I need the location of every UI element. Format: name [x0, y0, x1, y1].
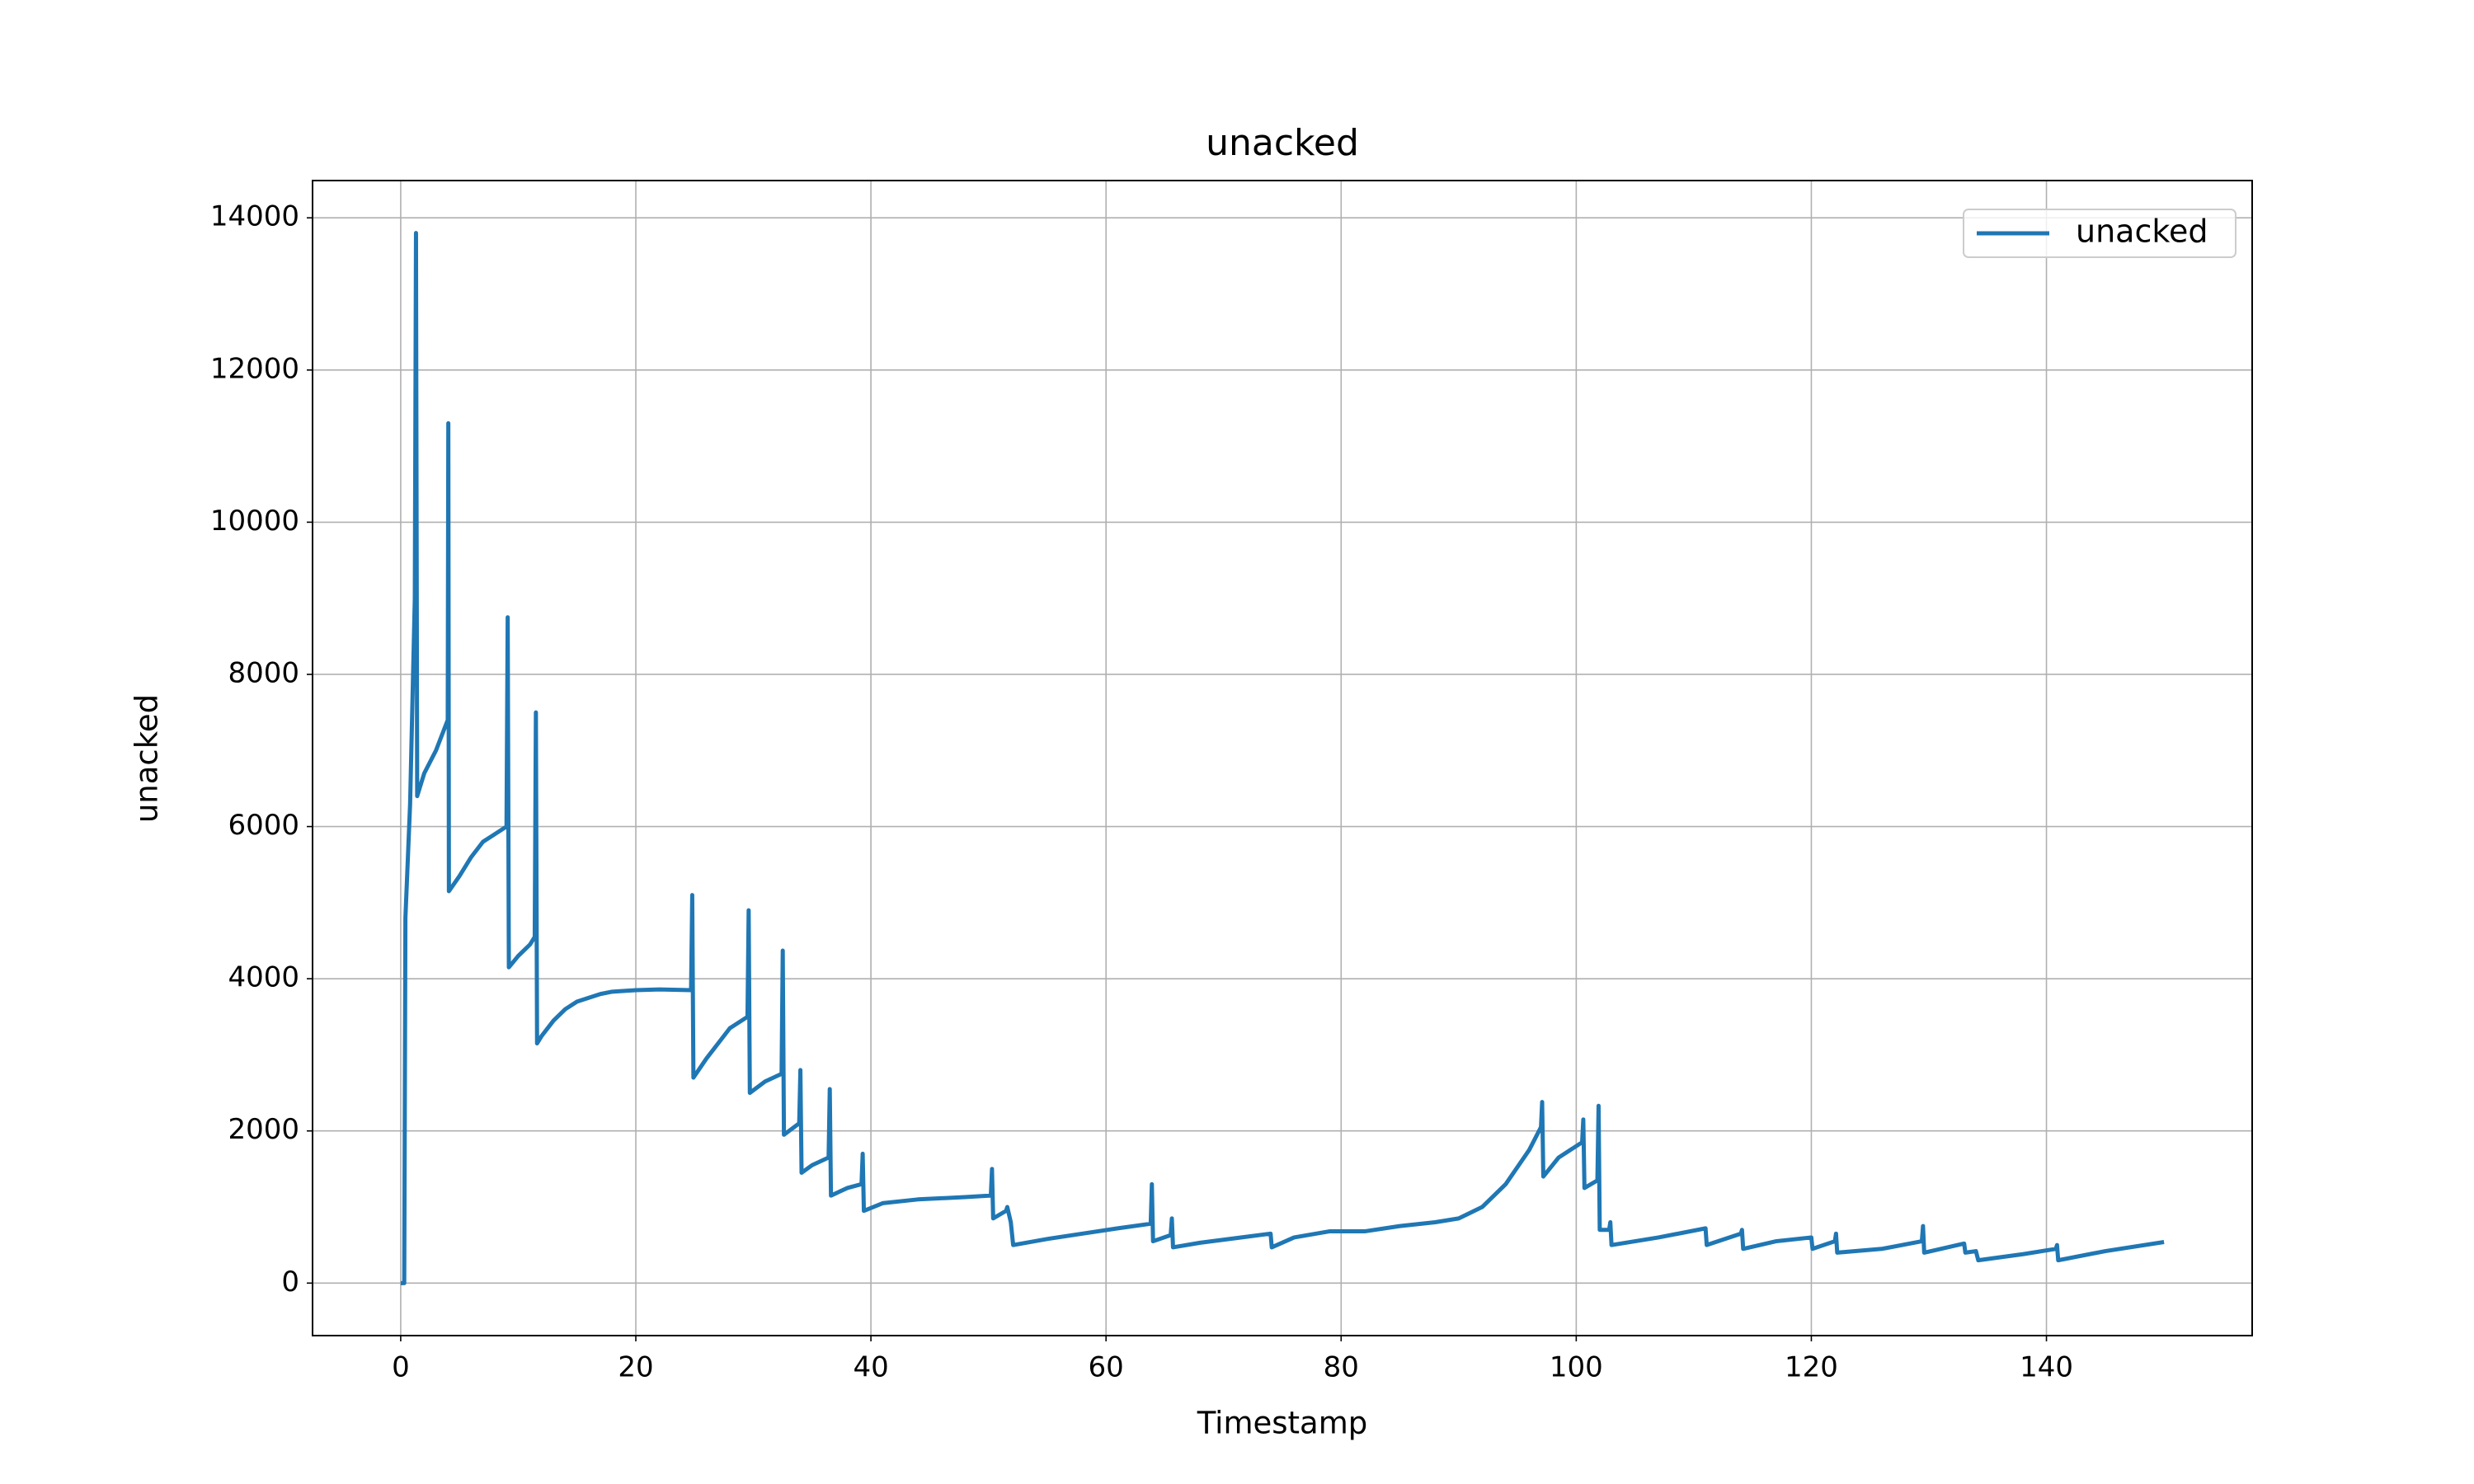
chart-title: unacked	[1206, 122, 1359, 164]
plot-frame	[312, 180, 2253, 1336]
x-tick-label: 140	[2020, 1351, 2073, 1384]
y-tick-label: 12000	[210, 352, 299, 385]
x-tick-label: 80	[1324, 1351, 1359, 1384]
y-tick-label: 6000	[228, 809, 299, 842]
x-tick-label: 40	[853, 1351, 888, 1384]
x-axis-label: Timestamp	[1197, 1406, 1368, 1441]
legend-box	[1963, 209, 2236, 258]
legend-label: unacked	[2076, 214, 2208, 250]
x-tick-label: 100	[1550, 1351, 1603, 1384]
y-tick-label: 2000	[228, 1113, 299, 1146]
y-tick-label: 4000	[228, 961, 299, 994]
x-tick-label: 120	[1785, 1351, 1838, 1384]
data-line	[400, 231, 2165, 1285]
x-tick-label: 60	[1089, 1351, 1124, 1384]
x-tick-label: 20	[618, 1351, 653, 1384]
x-tick-label: 0	[392, 1351, 410, 1384]
y-tick-label: 0	[281, 1266, 299, 1298]
y-tick-label: 14000	[210, 200, 299, 233]
y-tick-label: 10000	[210, 505, 299, 538]
y-axis-label: unacked	[129, 694, 165, 823]
y-tick-label: 8000	[228, 656, 299, 689]
